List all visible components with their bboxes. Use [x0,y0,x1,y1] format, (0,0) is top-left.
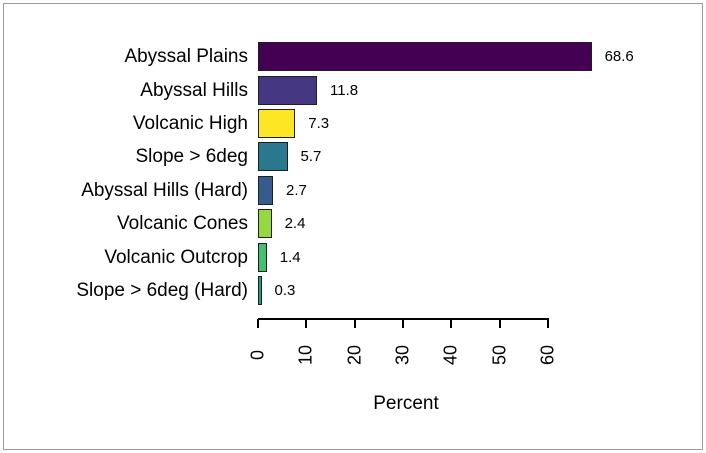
x-axis-title: Percent [373,393,439,414]
value-label: 0.3 [274,281,296,299]
category-label: Slope > 6deg (Hard) [76,279,248,301]
category-label: Volcanic High [132,112,248,134]
x-tick-mark [498,319,501,328]
value-label: 11.8 [330,81,359,99]
x-tick-label: 60 [537,344,558,366]
bar [258,175,274,205]
value-label: 2.7 [286,181,307,199]
x-tick-mark [353,319,356,328]
category-label: Abyssal Hills [140,79,248,101]
value-label: 1.4 [279,248,301,266]
value-label: 2.4 [284,215,306,233]
bar-row: Volcanic High 7.3 [0,107,706,140]
category-label: Volcanic Outcrop [104,246,248,268]
value-label: 68.6 [604,48,634,66]
x-tick-label: 50 [489,344,510,366]
value-label: 7.3 [308,114,330,132]
bar-row: Abyssal Plains 68.6 [0,40,706,73]
x-tick-mark [402,319,404,328]
bar [258,142,288,172]
x-tick-label: 30 [392,344,413,366]
bar [258,275,262,305]
bar [258,209,272,239]
bar-rows: Abyssal Plains 68.6 Abyssal Hills 11.8 Volca… [0,40,706,307]
category-label: Abyssal Plains [124,46,248,68]
x-tick-mark [450,319,453,328]
x-tick-label: 0 [247,349,268,361]
bar-row: Slope > 6deg 5.7 [0,140,706,173]
bar-row: Abyssal Hills 11.8 [0,73,706,106]
category-label: Slope > 6deg [135,146,248,168]
x-tick-label: 40 [440,344,461,366]
x-tick-label: 10 [295,344,316,366]
x-tick-mark [305,319,308,328]
value-label: 5.7 [300,148,322,166]
bar-row: Volcanic Outcrop 1.4 [0,240,706,273]
x-tick-mark [547,319,549,328]
bar [258,75,318,105]
bar [258,242,267,272]
bar [258,42,592,72]
bar-row: Volcanic Cones 2.4 [0,207,706,240]
category-label: Abyssal Hills (Hard) [81,179,248,201]
category-label: Volcanic Cones [117,213,248,235]
bar-row: Slope > 6deg (Hard) 0.3 [0,274,706,307]
x-tick-label: 20 [344,344,365,366]
bar [258,108,296,138]
x-tick-mark [257,319,259,328]
bar-row: Abyssal Hills (Hard) 2.7 [0,174,706,207]
